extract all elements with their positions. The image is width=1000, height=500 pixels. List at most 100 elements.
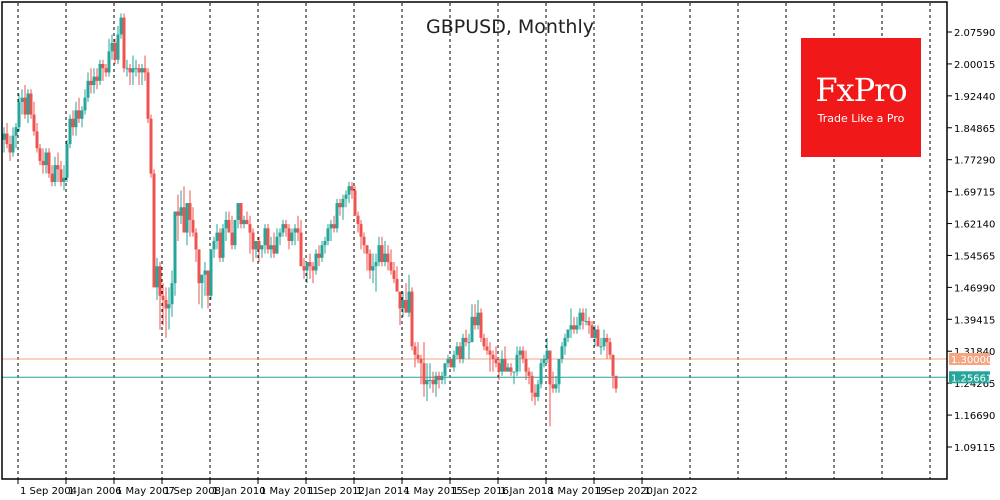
candle-bull xyxy=(584,321,588,323)
candle-bull xyxy=(260,245,264,250)
x-tick-label: 1 Sep 2008 xyxy=(164,486,221,497)
candle-bear xyxy=(605,337,609,343)
candle-bull xyxy=(179,207,183,216)
candle-bull xyxy=(74,110,78,128)
candle-bull xyxy=(512,371,516,373)
candle-bull xyxy=(68,118,72,145)
candle-bull xyxy=(434,375,438,385)
candle-bear xyxy=(272,245,276,254)
candle-bear xyxy=(284,224,288,229)
candle-bull xyxy=(44,152,48,166)
candle-bear xyxy=(239,203,243,225)
x-tick-label: 1 Sep 2016 xyxy=(452,486,509,497)
candle-bull xyxy=(455,346,459,355)
candle-bear xyxy=(149,118,153,174)
candle-bull xyxy=(236,203,240,220)
candle-bull xyxy=(563,337,567,347)
candle-bull xyxy=(170,283,174,305)
candle-bull xyxy=(329,224,333,229)
candle-bear xyxy=(89,80,93,86)
candle-bull xyxy=(209,249,213,296)
candle-bull xyxy=(92,76,96,86)
candle-bull xyxy=(344,194,348,199)
candle-bull xyxy=(542,358,546,364)
candle-bear xyxy=(572,325,576,330)
chart-frame xyxy=(1,1,948,480)
candle-bear xyxy=(596,329,600,347)
candle-bear xyxy=(302,266,306,271)
candle-bear xyxy=(176,211,180,216)
candle-bear xyxy=(524,358,528,372)
candle-bull xyxy=(599,346,603,348)
candle-bull xyxy=(86,80,90,98)
candle-bear xyxy=(311,266,315,271)
candle-bull xyxy=(155,266,159,288)
candle-bull xyxy=(467,342,471,344)
candle-bull xyxy=(215,232,219,241)
candle-bear xyxy=(101,63,105,69)
candle-bear xyxy=(164,299,168,309)
candle-bull xyxy=(110,42,114,52)
y-tick-label: 1.09115 xyxy=(954,443,995,454)
candle-bear xyxy=(608,342,612,355)
candle-bull xyxy=(560,346,564,359)
candle-bear xyxy=(41,160,45,166)
candles xyxy=(2,13,618,427)
candle-bull xyxy=(602,337,606,347)
x-tick-label: 1 Sep 2020 xyxy=(596,486,653,497)
x-tick-label: 1 Jan 2018 xyxy=(500,486,554,497)
candle-bear xyxy=(245,219,249,225)
candle-bull xyxy=(14,127,18,136)
candle-bull xyxy=(323,240,327,246)
candle-bear xyxy=(485,346,489,351)
candle-bear xyxy=(266,228,270,250)
candle-bear xyxy=(77,110,81,119)
candle-bear xyxy=(338,203,342,208)
candle-bull xyxy=(65,144,69,178)
price-axis[interactable]: 2.07590 2.00015 1.92440 1.84865 1.77290 1.697… xyxy=(947,28,995,454)
candle-bull xyxy=(569,325,573,330)
candle-bull xyxy=(2,133,6,140)
candle-bear xyxy=(218,232,222,258)
candle-bear xyxy=(353,190,357,216)
candle-bear xyxy=(197,249,201,284)
candle-bull xyxy=(269,245,273,250)
y-tick-label: 2.07590 xyxy=(954,28,995,39)
candle-bear xyxy=(251,232,255,250)
candle-bear xyxy=(404,299,408,313)
candle-bear xyxy=(332,224,336,229)
candle-bull xyxy=(131,68,135,73)
candle-bear xyxy=(56,165,60,170)
candle-bull xyxy=(347,186,351,195)
candle-bear xyxy=(527,371,531,376)
candle-bull xyxy=(293,228,297,233)
candle-bear xyxy=(458,346,462,359)
candle-bear xyxy=(146,72,150,119)
candle-bear xyxy=(398,291,402,309)
candle-bull xyxy=(62,177,66,182)
y-tick-label: 1.24265 xyxy=(954,379,995,390)
candle-bull xyxy=(254,240,258,250)
candle-bear xyxy=(386,253,390,263)
candle-bear xyxy=(464,337,468,343)
candle-bear xyxy=(482,337,486,347)
candle-bull xyxy=(515,354,519,372)
candle-bear xyxy=(194,232,198,250)
candle-bull xyxy=(116,34,120,60)
candle-bear xyxy=(35,131,39,149)
candle-bull xyxy=(200,274,204,284)
candle-bull xyxy=(281,224,285,233)
candle-bear xyxy=(29,93,33,115)
candle-bear xyxy=(230,232,234,246)
candle-bull xyxy=(80,110,84,119)
candle-bear xyxy=(5,133,9,145)
candle-bear xyxy=(137,68,141,73)
logo-tagline: Trade Like a Pro xyxy=(817,112,905,125)
candle-bear xyxy=(449,358,453,368)
price-label-text: 1.25661 xyxy=(951,373,992,384)
candle-bull xyxy=(452,354,456,368)
candle-bull xyxy=(476,312,480,326)
candle-bull xyxy=(500,358,504,372)
